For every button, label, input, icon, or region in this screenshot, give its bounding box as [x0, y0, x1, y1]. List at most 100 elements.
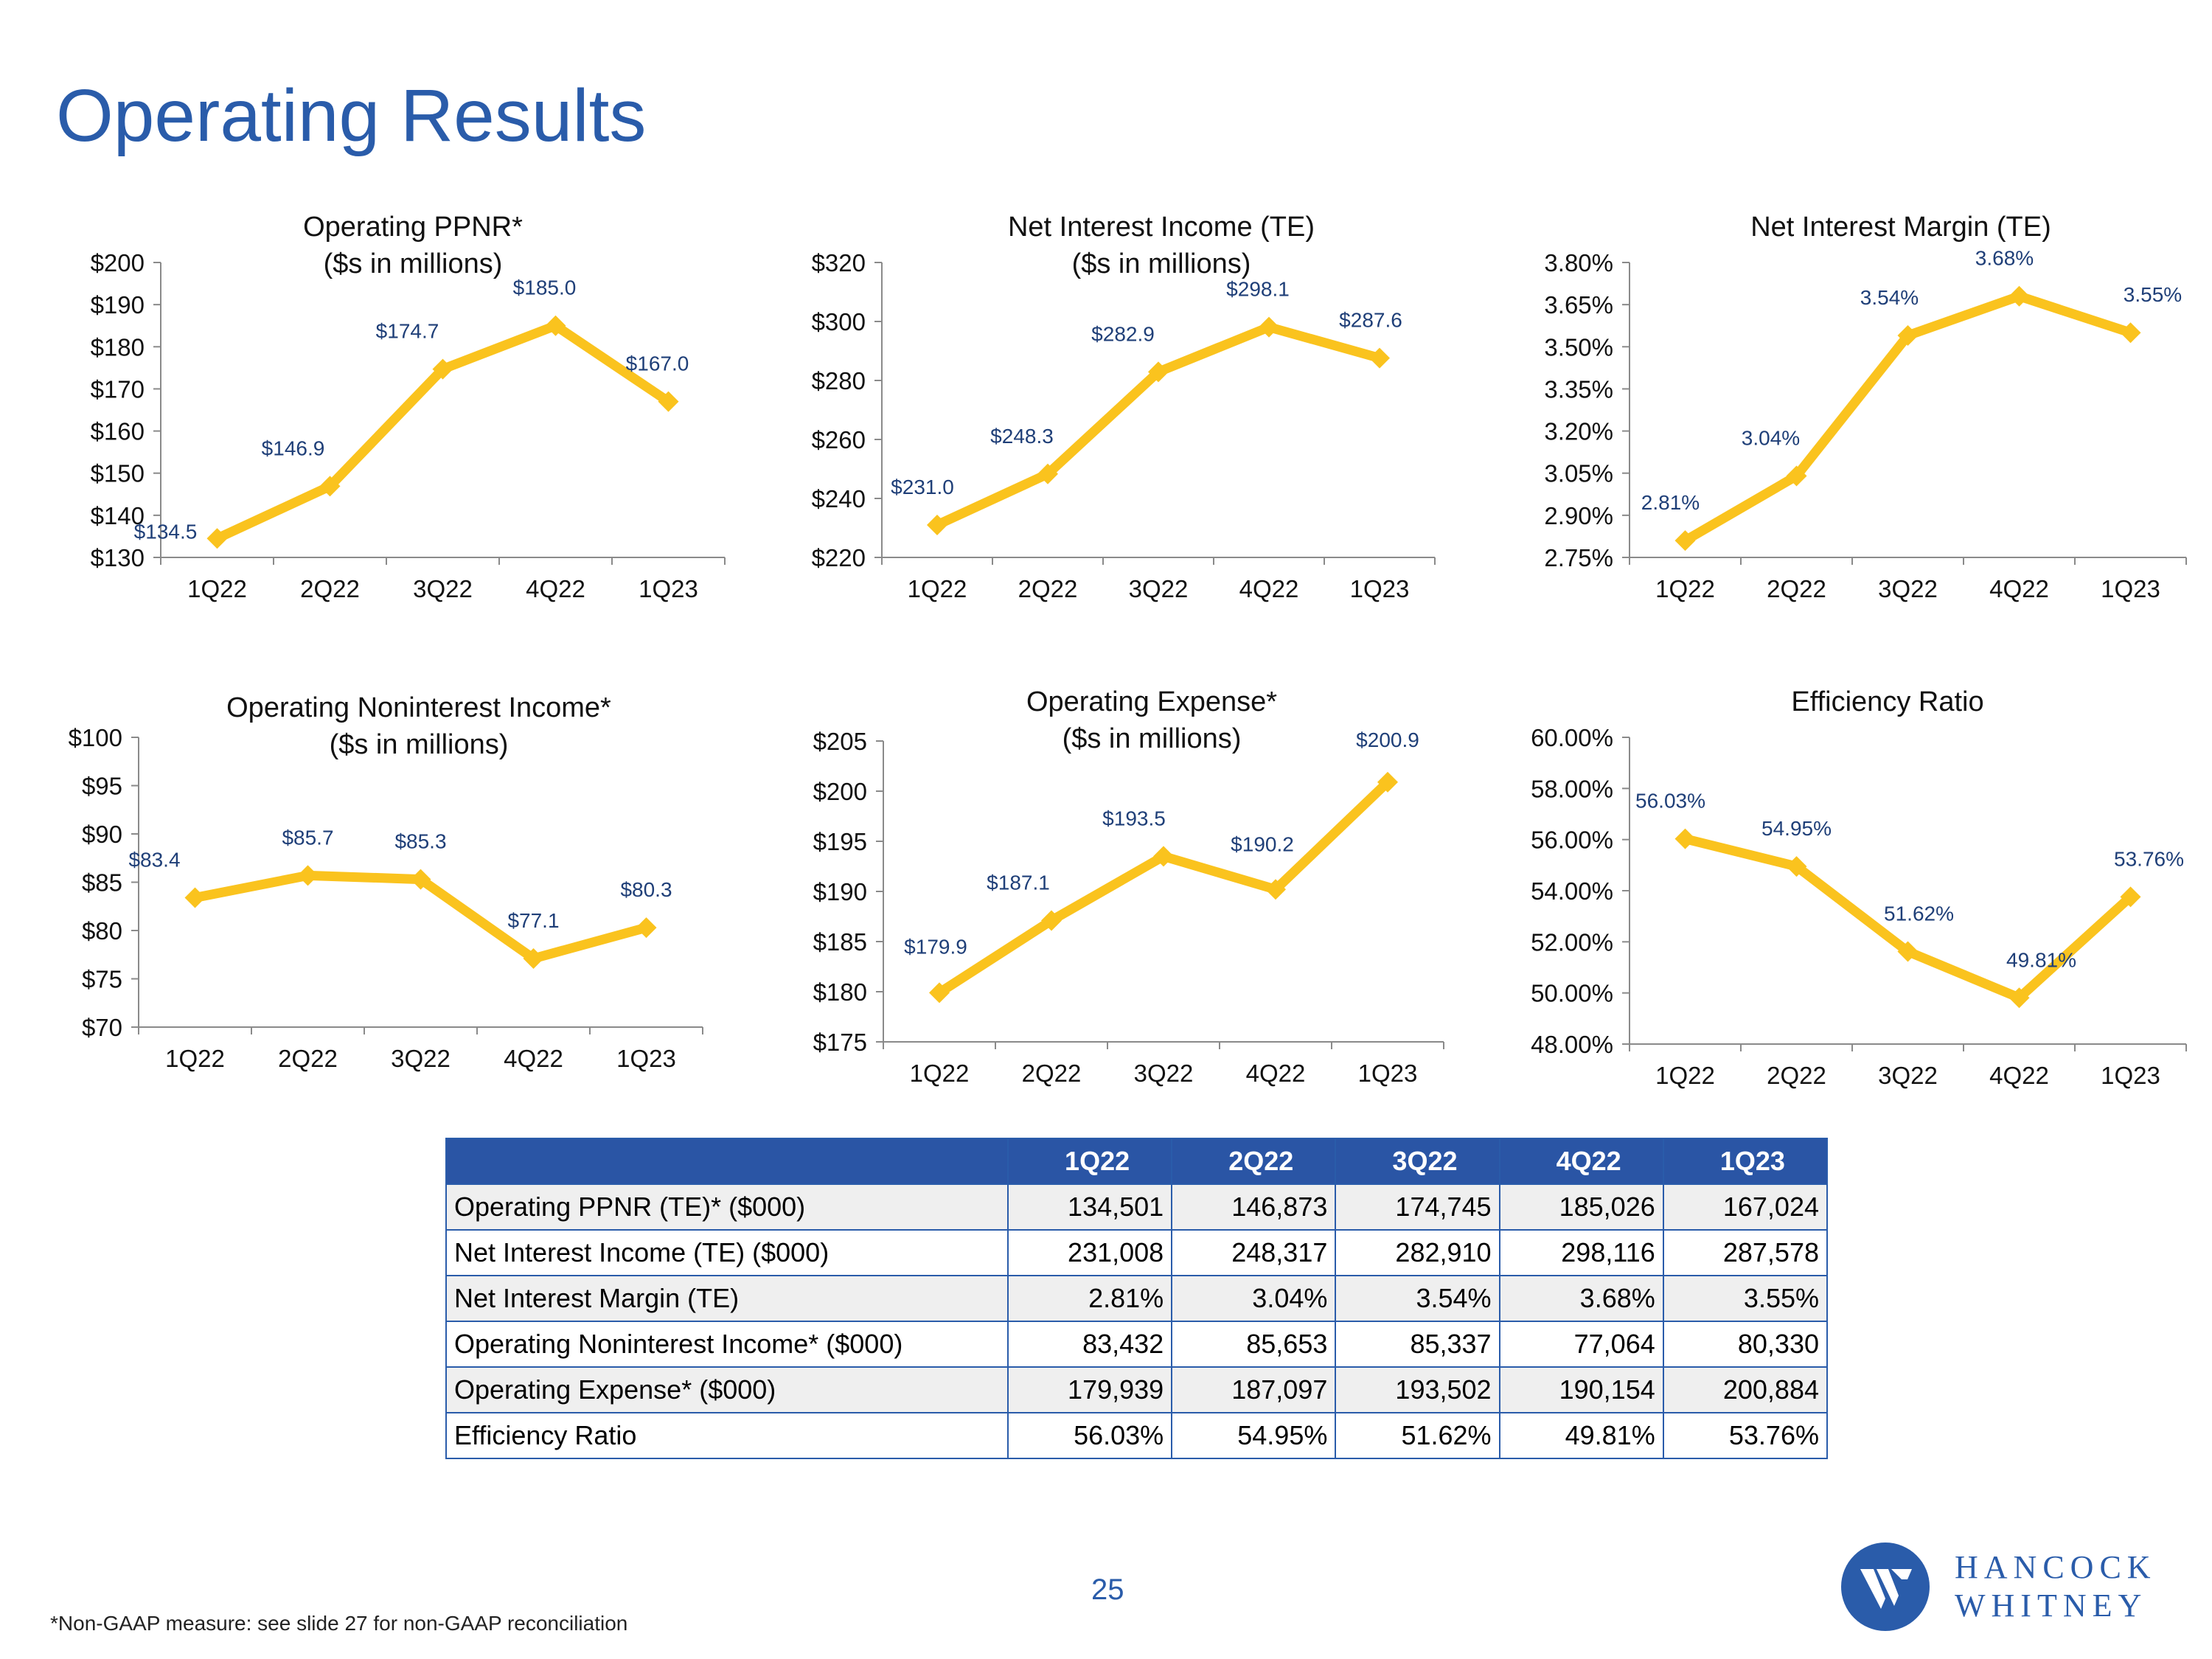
- table-cell: 167,024: [1662, 1183, 1829, 1231]
- data-point-marker: [658, 391, 679, 412]
- table-row-label: Net Interest Margin (TE): [445, 1275, 1009, 1322]
- table-cell: 248,317: [1171, 1229, 1337, 1276]
- data-point-marker: [1265, 879, 1286, 900]
- y-tick-label: $200: [813, 778, 867, 805]
- x-tick-label: 1Q23: [2101, 575, 2160, 602]
- table-cell: 85,653: [1171, 1321, 1337, 1368]
- data-point-marker: [1674, 828, 1696, 849]
- data-label: $179.9: [904, 935, 967, 958]
- table-cell: 200,884: [1662, 1366, 1829, 1413]
- chart-subtitle: ($s in millions): [330, 729, 509, 760]
- y-tick-label: $220: [812, 544, 866, 571]
- table-row: Efficiency Ratio 56.03% 54.95% 51.62% 49…: [445, 1412, 1829, 1459]
- chart-group: Net Interest Income (TE) ($s in millions)…: [812, 212, 1436, 602]
- y-tick-label: $95: [82, 773, 122, 800]
- table-cell: 77,064: [1498, 1321, 1664, 1368]
- table-cell: 56.03%: [1006, 1412, 1173, 1459]
- y-tick-label: 3.50%: [1544, 333, 1613, 361]
- x-tick-label: 4Q22: [1239, 575, 1299, 602]
- data-point-marker: [184, 887, 206, 908]
- x-tick-label: 3Q22: [413, 575, 473, 602]
- table-cell: 3.04%: [1171, 1275, 1337, 1322]
- chart-group: Net Interest Margin (TE) 2.75% 2.90% 3.05% 3…: [1544, 212, 2187, 602]
- x-tick-label: 1Q23: [639, 575, 698, 602]
- operating-results-table: 1Q22 2Q22 3Q22 4Q22 1Q23 Operating PPNR …: [445, 1138, 1829, 1459]
- logo-line-2: WHITNEY: [1955, 1587, 2148, 1624]
- chart-title: Operating Noninterest Income*: [226, 692, 611, 723]
- x-tick-label: 1Q23: [2101, 1062, 2160, 1089]
- x-tick-label: 2Q22: [1767, 575, 1826, 602]
- table-row: Net Interest Income (TE) ($000) 231,008 …: [445, 1229, 1829, 1276]
- y-tick-label: 48.00%: [1531, 1031, 1613, 1058]
- data-point-marker: [2120, 886, 2141, 908]
- x-tick-label: 3Q22: [1129, 575, 1189, 602]
- y-tick-label: 56.00%: [1531, 827, 1613, 854]
- table-row: Operating Expense* ($000) 179,939 187,09…: [445, 1366, 1829, 1413]
- y-tick-label: $320: [812, 249, 866, 276]
- data-point-marker: [1369, 347, 1390, 369]
- data-label: 53.76%: [2114, 847, 2184, 870]
- x-tick-label: 4Q22: [1246, 1060, 1306, 1087]
- data-point-marker: [1153, 846, 1174, 867]
- x-tick-label: 2Q22: [1767, 1062, 1826, 1089]
- data-label: $282.9: [1091, 322, 1155, 345]
- y-tick-label: 3.20%: [1544, 418, 1613, 445]
- data-point-marker: [319, 476, 341, 497]
- data-label: $80.3: [620, 878, 672, 901]
- y-tick-label: $190: [813, 878, 867, 905]
- data-point-marker: [432, 358, 453, 380]
- data-point-marker: [1674, 530, 1696, 552]
- table-row-label: Net Interest Income (TE) ($000): [445, 1229, 1009, 1276]
- data-label: 3.55%: [2124, 283, 2182, 306]
- table-cell: 54.95%: [1171, 1412, 1337, 1459]
- data-point-marker: [1377, 771, 1398, 793]
- table-header-4q22: 4Q22: [1498, 1138, 1664, 1185]
- table-cell: 134,501: [1006, 1183, 1173, 1231]
- chart-group: Efficiency Ratio 48.00% 50.00% 52.00% 54.00%…: [1531, 686, 2187, 1089]
- data-point-marker: [927, 515, 947, 535]
- page-title: Operating Results: [56, 74, 647, 157]
- data-point-marker: [636, 917, 657, 939]
- x-tick-label: 2Q22: [1018, 575, 1078, 602]
- table-row: Net Interest Margin (TE) 2.81% 3.04% 3.5…: [445, 1275, 1829, 1322]
- x-tick-label: 1Q23: [616, 1045, 676, 1072]
- data-point-marker: [1897, 941, 1919, 962]
- chart-title: Efficiency Ratio: [1791, 686, 1983, 717]
- y-tick-label: $175: [813, 1029, 867, 1056]
- data-label: $287.6: [1339, 309, 1402, 332]
- chart-title: Net Interest Income (TE): [1008, 212, 1315, 243]
- logo-wordmark: HANCOCK WHITNEY: [1955, 1548, 2157, 1625]
- y-tick-label: 3.65%: [1544, 291, 1613, 319]
- footnote: *Non-GAAP measure: see slide 27 for non-…: [50, 1612, 628, 1635]
- y-tick-label: 2.90%: [1544, 502, 1613, 529]
- table-header-1q23: 1Q23: [1662, 1138, 1829, 1185]
- data-point-marker: [2120, 322, 2141, 344]
- data-label: 3.54%: [1860, 286, 1919, 309]
- table-cell: 53.76%: [1662, 1412, 1829, 1459]
- x-tick-label: 4Q22: [526, 575, 585, 602]
- data-label: 54.95%: [1761, 817, 1832, 840]
- table-cell: 174,745: [1335, 1183, 1500, 1231]
- logo-mark-icon: [1841, 1543, 1930, 1631]
- x-tick-label: 4Q22: [1989, 575, 2049, 602]
- x-tick-label: 4Q22: [1989, 1062, 2049, 1089]
- data-point-marker: [2008, 987, 2030, 1009]
- data-point-marker: [1148, 361, 1169, 383]
- table-cell: 298,116: [1498, 1229, 1664, 1276]
- table-header-3q22: 3Q22: [1335, 1138, 1500, 1185]
- y-tick-label: 54.00%: [1531, 877, 1613, 905]
- x-tick-label: 2Q22: [278, 1045, 338, 1072]
- data-point-marker: [206, 528, 228, 549]
- data-label: $185.0: [513, 276, 577, 299]
- data-label: $146.9: [262, 437, 325, 459]
- data-label: 56.03%: [1635, 790, 1705, 813]
- chart-group: Operating PPNR*($s in millions)$130$140$…: [91, 212, 726, 602]
- data-label: $77.1: [507, 909, 559, 932]
- data-label: $174.7: [376, 320, 439, 343]
- x-tick-label: 3Q22: [1878, 575, 1938, 602]
- y-tick-label: $160: [91, 418, 145, 445]
- table-cell: 49.81%: [1498, 1412, 1664, 1459]
- y-tick-label: $195: [813, 828, 867, 855]
- table-cell: 80,330: [1662, 1321, 1829, 1368]
